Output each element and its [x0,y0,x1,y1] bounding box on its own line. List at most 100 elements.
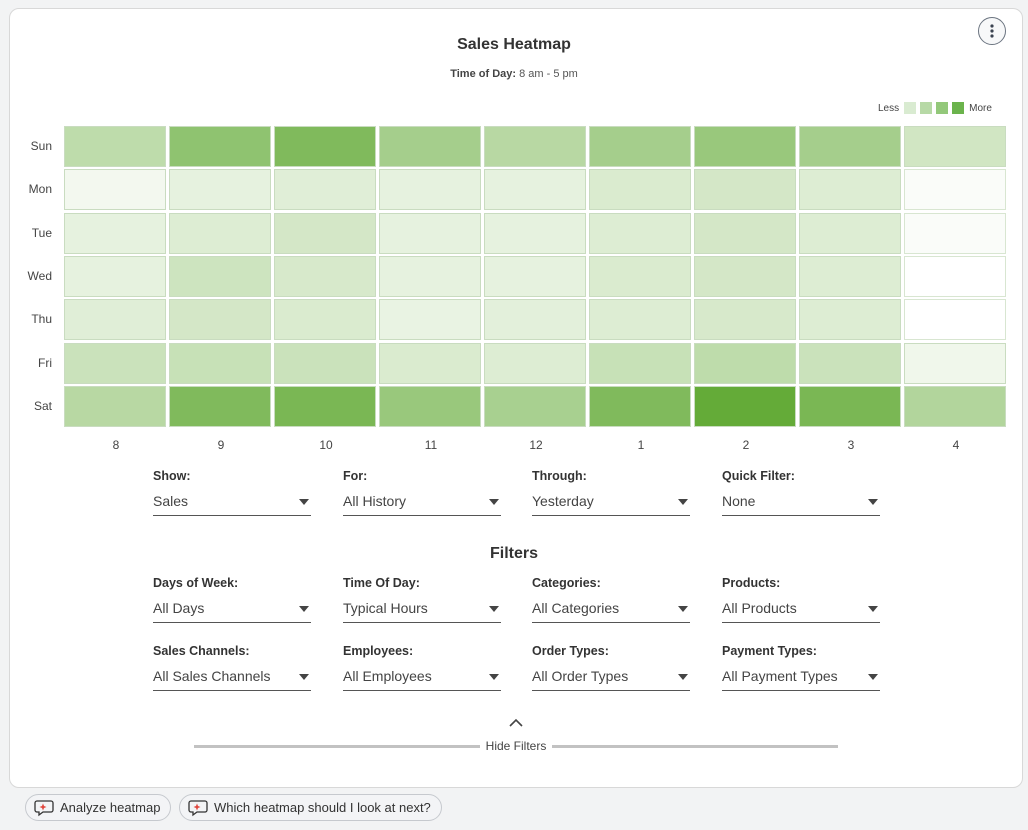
categories-label: Categories: [532,576,601,590]
heatmap-cell[interactable] [799,169,901,211]
time-of-day-filter: Time Of Day: Typical Hours [343,576,501,623]
heatmap-cell[interactable] [379,212,481,254]
days-of-week-select[interactable]: All Days [153,600,311,623]
heatmap-cell[interactable] [64,126,166,167]
col-label-12: 12 [529,438,543,452]
heatmap-cell[interactable] [274,385,376,427]
heatmap-cell[interactable] [799,212,901,254]
products-value: All Products [722,600,797,616]
heatmap-cell[interactable] [484,212,586,254]
col-label-11: 11 [424,438,438,452]
heatmap-cell[interactable] [169,255,271,297]
sales-channels-select[interactable]: All Sales Channels [153,668,311,691]
time-of-day-select[interactable]: Typical Hours [343,600,501,623]
heatmap-cell[interactable] [169,385,271,427]
caret-down-icon [868,674,878,680]
heatmap-cell[interactable] [589,342,691,384]
heatmap-cell[interactable] [274,255,376,297]
heatmap-cell[interactable] [799,385,901,427]
heatmap-cell[interactable] [169,126,271,167]
heatmap-cell[interactable] [694,385,796,427]
show-select[interactable]: Sales [153,493,311,516]
heatmap-cell[interactable] [484,385,586,427]
heatmap-cell[interactable] [694,342,796,384]
heatmap-cell[interactable] [274,342,376,384]
heatmap-cell[interactable] [379,126,481,167]
heatmap-cell[interactable] [169,169,271,211]
heatmap-cell[interactable] [799,299,901,341]
heatmap-cell[interactable] [484,342,586,384]
show-label: Show: [153,469,191,483]
heatmap-cell[interactable] [694,255,796,297]
heatmap-cell[interactable] [694,169,796,211]
next-heatmap-label: Which heatmap should I look at next? [214,800,431,815]
heatmap-cell[interactable] [589,212,691,254]
next-heatmap-chip[interactable]: Which heatmap should I look at next? [179,794,442,821]
payment-types-select[interactable]: All Payment Types [722,668,880,691]
heatmap-cell[interactable] [799,126,901,167]
heatmap-cell[interactable] [484,255,586,297]
for-select[interactable]: All History [343,493,501,516]
heatmap-cell[interactable] [904,126,1006,167]
order-types-filter: Order Types: All Order Types [532,644,690,691]
heatmap-cell[interactable] [484,169,586,211]
order-types-value: All Order Types [532,668,629,684]
heatmap-cell[interactable] [589,169,691,211]
heatmap-cell[interactable] [379,169,481,211]
heatmap-cell[interactable] [904,342,1006,384]
row-label-sat: Sat [33,398,52,413]
row-label-wed: Wed [27,268,52,283]
days-of-week-filter: Days of Week: All Days [153,576,311,623]
heatmap-cell[interactable] [484,299,586,341]
heatmap-cell[interactable] [169,342,271,384]
heatmap-cell[interactable] [379,299,481,341]
caret-down-icon [299,674,309,680]
heatmap-cell[interactable] [904,255,1006,297]
heatmap-cell[interactable] [169,212,271,254]
more-options-button[interactable] [978,17,1006,45]
heatmap-cell[interactable] [904,169,1006,211]
heatmap-cell[interactable] [904,385,1006,427]
heatmap-cell[interactable] [694,299,796,341]
heatmap-cell[interactable] [169,299,271,341]
heatmap-cell[interactable] [589,126,691,167]
heatmap-cell[interactable] [589,299,691,341]
order-types-select[interactable]: All Order Types [532,668,690,691]
heatmap-cell[interactable] [64,342,166,384]
heatmap-cell[interactable] [64,212,166,254]
heatmap-cell[interactable] [64,385,166,427]
heatmap-cell[interactable] [274,299,376,341]
heatmap-cell[interactable] [484,126,586,167]
products-select[interactable]: All Products [722,600,880,623]
row-label-tue: Tue [31,225,52,240]
heatmap-cell[interactable] [904,212,1006,254]
heatmap-cell[interactable] [274,126,376,167]
heatmap-cell[interactable] [274,212,376,254]
heatmap-cell[interactable] [799,342,901,384]
heatmap-cell[interactable] [379,255,481,297]
filters-heading: Filters [489,545,538,562]
heatmap-cell[interactable] [64,169,166,211]
analyze-heatmap-chip[interactable]: Analyze heatmap [25,794,172,821]
heatmap-cell[interactable] [694,212,796,254]
through-value: Yesterday [532,493,594,509]
heatmap-cell[interactable] [799,255,901,297]
heatmap-cell[interactable] [904,299,1006,341]
heatmap-cell[interactable] [274,169,376,211]
categories-select[interactable]: All Categories [532,600,690,623]
caret-down-icon [299,499,309,505]
employees-label: Employees: [343,644,414,658]
employees-select[interactable]: All Employees [343,668,501,691]
caret-down-icon [489,606,499,612]
heatmap-cell[interactable] [64,299,166,341]
sales-channels-label: Sales Channels: [153,644,250,658]
heatmap-cell[interactable] [694,126,796,167]
show-control: Show: Sales [153,469,311,516]
quick-filter-select[interactable]: None [722,493,880,516]
heatmap-cell[interactable] [589,385,691,427]
heatmap-cell[interactable] [589,255,691,297]
heatmap-cell[interactable] [64,255,166,297]
heatmap-cell[interactable] [379,385,481,427]
heatmap-cell[interactable] [379,342,481,384]
through-select[interactable]: Yesterday [532,493,690,516]
